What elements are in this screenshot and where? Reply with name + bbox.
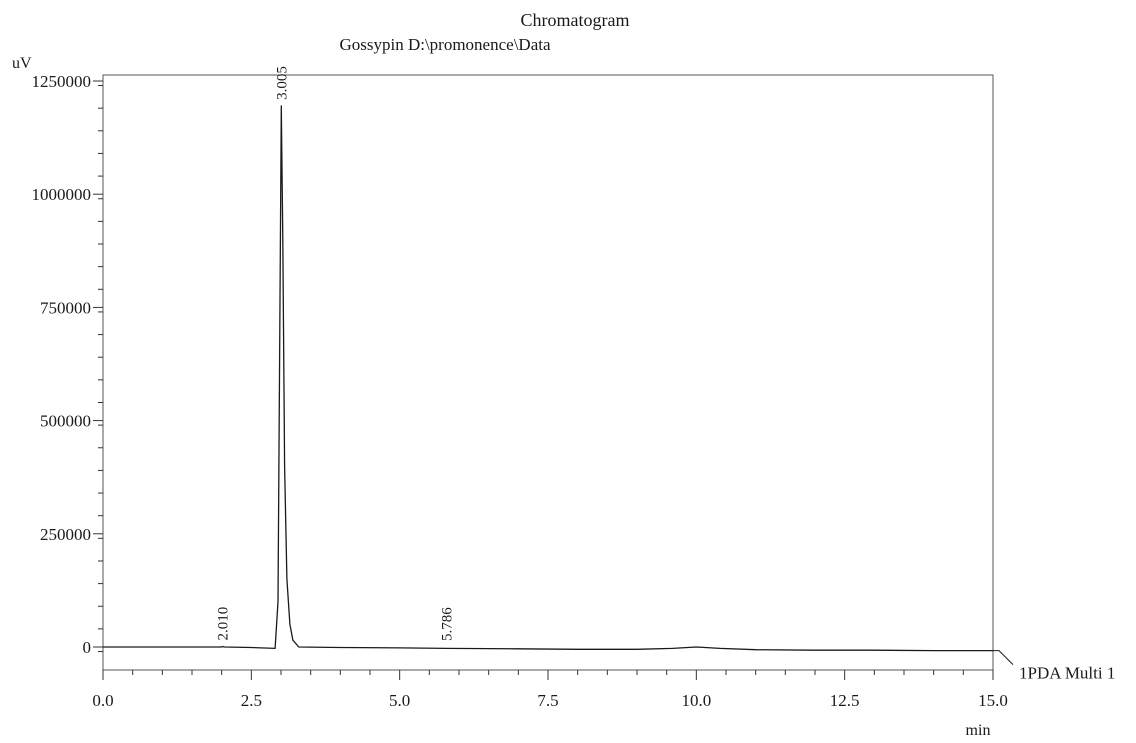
series-layer bbox=[103, 105, 993, 652]
legend: 1PDA Multi 1 bbox=[993, 650, 1115, 683]
x-tick-label: 2.5 bbox=[241, 691, 262, 710]
y-tick-label: 250000 bbox=[40, 525, 91, 544]
peak-label: 3.005 bbox=[274, 66, 290, 100]
x-tick-label: 10.0 bbox=[681, 691, 711, 710]
series-line bbox=[103, 105, 993, 652]
peak-label: 5.786 bbox=[439, 607, 455, 641]
plot-frame bbox=[102, 74, 994, 671]
x-tick-label: 12.5 bbox=[830, 691, 860, 710]
peak-label: 2.010 bbox=[215, 607, 231, 641]
y-tick-label: 500000 bbox=[40, 412, 91, 431]
y-axis-ticks: 0 250000 500000 750000 1000000 1250000 bbox=[32, 72, 103, 657]
y-tick-label: 0 bbox=[83, 638, 92, 657]
y-tick-label: 1250000 bbox=[32, 72, 92, 91]
x-axis-ticks: 0.0 2.5 5.0 7.5 10.0 12.5 15.0 bbox=[92, 670, 1008, 710]
x-tick-label: 5.0 bbox=[389, 691, 410, 710]
x-axis-label: min bbox=[966, 722, 991, 738]
y-tick-label: 1000000 bbox=[32, 185, 92, 204]
x-tick-label: 7.5 bbox=[537, 691, 558, 710]
y-tick-label: 750000 bbox=[40, 298, 91, 317]
x-tick-label: 0.0 bbox=[92, 691, 113, 710]
peak-labels: 2.010 3.005 5.786 bbox=[215, 66, 455, 641]
x-tick-label: 15.0 bbox=[978, 691, 1008, 710]
chart-title: Chromatogram bbox=[521, 10, 630, 30]
chart-subtitle: Gossypin D:\promonence\Data bbox=[339, 35, 550, 54]
legend-entry: 1PDA Multi 1 bbox=[1019, 664, 1115, 683]
legend-connector bbox=[993, 650, 1014, 665]
y-axis-label: uV bbox=[12, 55, 32, 72]
